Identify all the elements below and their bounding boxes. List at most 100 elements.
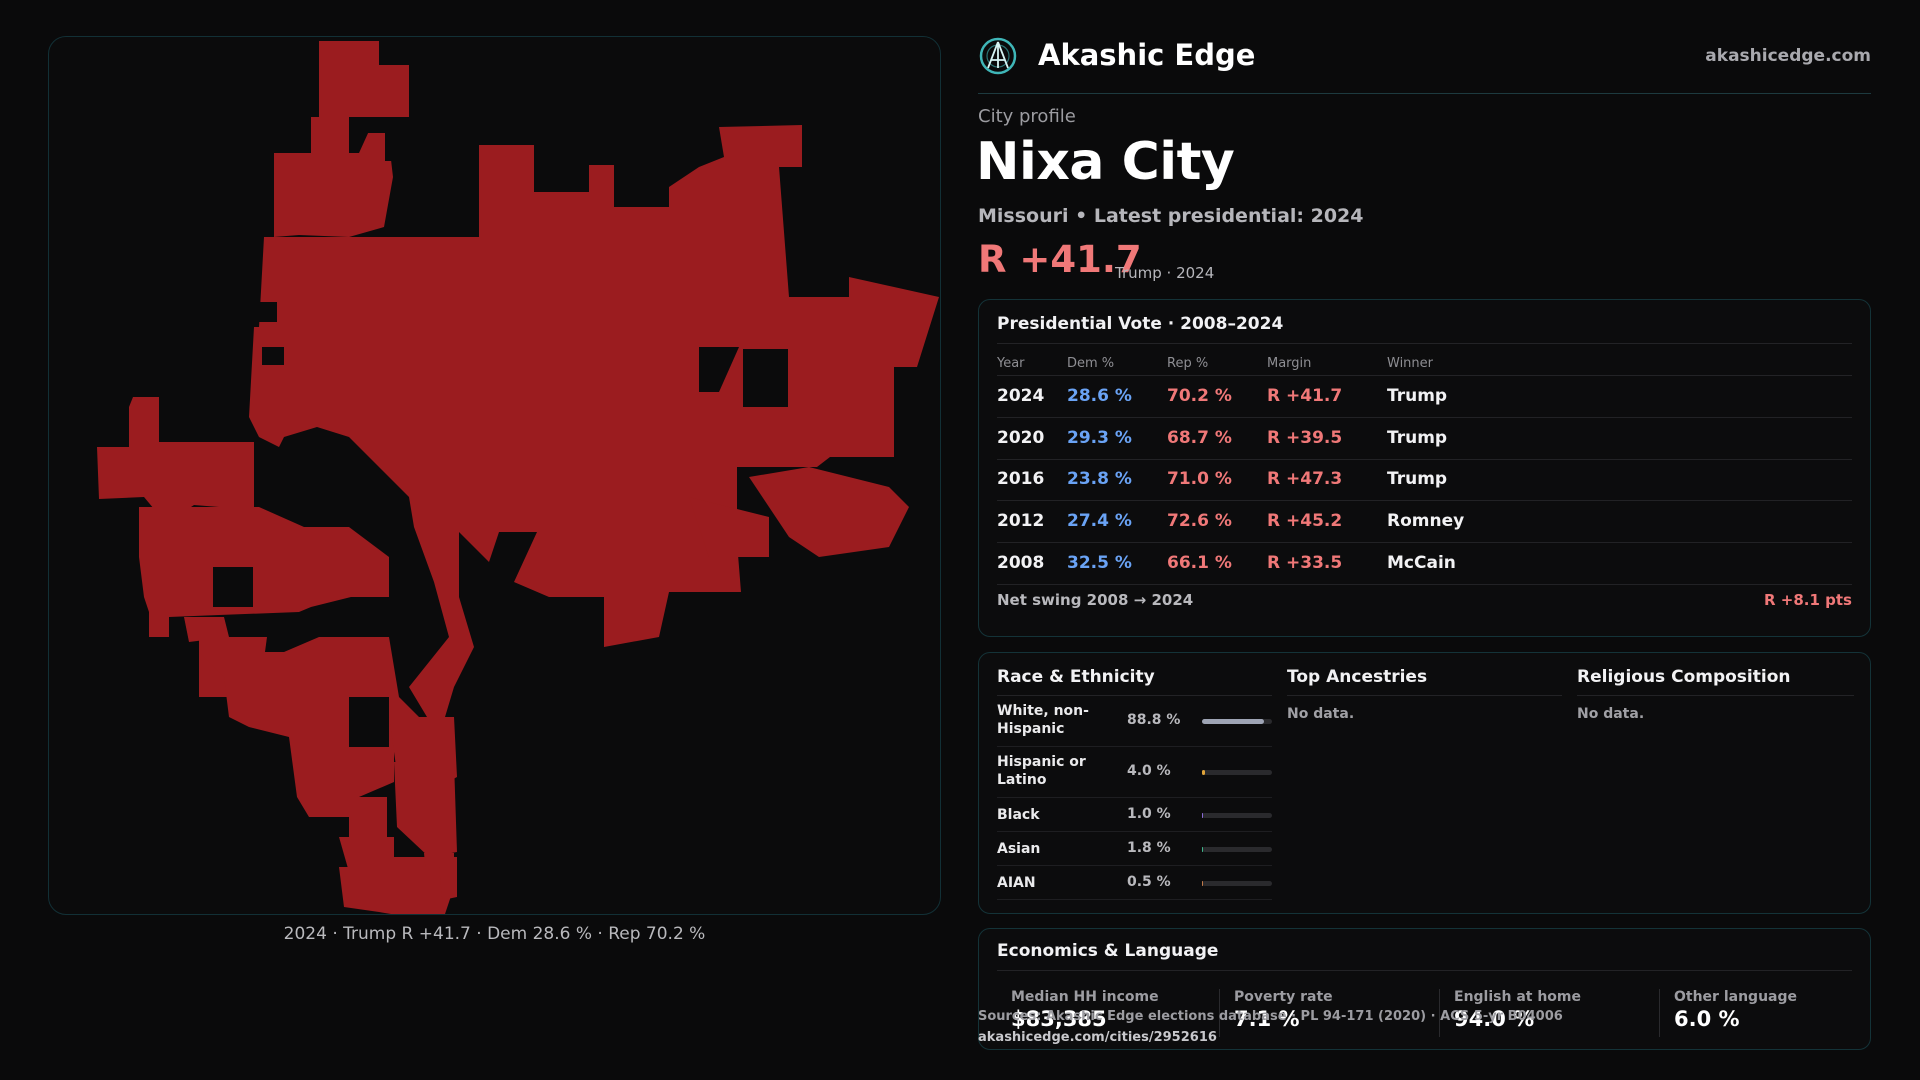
race-value: 88.8 % [1127,712,1181,728]
presidential-vote-card: Presidential Vote · 2008–2024 Year Dem %… [978,299,1871,637]
race-bar-fill [1202,847,1204,852]
religion-title: Religious Composition [1577,667,1854,696]
econ-label: Poverty rate [1234,989,1333,1005]
city-boundary-map [97,41,939,914]
race-row: Hispanic or Latino 4.0 % [997,747,1272,798]
cell-dem: 28.6 % [1067,386,1132,406]
econ-value: 6.0 % [1674,1007,1740,1031]
swing-label: Net swing 2008 → 2024 [997,591,1194,609]
divider [997,970,1852,971]
econ-label: Median HH income [1011,989,1159,1005]
page-title: Nixa City [976,132,1235,192]
cell-margin: R +39.5 [1267,428,1343,448]
cell-dem: 27.4 % [1067,511,1132,531]
table-row: 2016 23.8 % 71.0 % R +47.3 Trump [997,459,1852,501]
latest-margin: R +41.7 [978,238,1142,281]
econ-value: 7.1 % [1234,1007,1300,1031]
race-bar-fill [1202,813,1203,818]
religion-empty: No data. [1577,706,1645,722]
econ-label: Other language [1674,989,1797,1005]
ancestries-title: Top Ancestries [1287,667,1562,696]
race-bar-track [1202,881,1272,886]
source-line: Sources: Akashic Edge elections database… [978,1009,1563,1024]
map-caption: 2024 · Trump R +41.7 · Dem 28.6 % · Rep … [283,924,706,944]
latest-margin-note: Trump · 2024 [1115,264,1215,282]
race-row: Black 1.0 % [997,798,1272,832]
race-value: 0.5 % [1127,874,1171,890]
city-subtitle: Missouri • Latest presidential: 2024 [978,205,1364,227]
race-bar-track [1202,770,1272,775]
cell-rep: 72.6 % [1167,511,1232,531]
race-label: White, non-Hispanic [997,703,1089,737]
map-holes [213,123,788,747]
header-rep: Rep % [1167,356,1209,371]
economics-language-card: Economics & Language Median HH income $8… [978,928,1871,1050]
race-bar-track [1202,813,1272,818]
cell-year: 2008 [997,553,1045,573]
econ-value: 94.0 % [1454,1007,1535,1031]
race-value: 4.0 % [1127,763,1171,779]
header-year: Year [997,356,1025,371]
header-margin: Margin [1267,356,1312,371]
cell-winner: Trump [1387,428,1448,448]
source-url-link[interactable]: akashicedge.com/cities/2952616 [978,1030,1217,1045]
header-dem: Dem % [1067,356,1115,371]
cell-year: 2016 [997,469,1045,489]
cell-rep: 66.1 % [1167,553,1232,573]
brand-header: Akashic Edge akashicedge.com [978,36,1871,94]
city-map[interactable] [48,36,941,915]
cell-winner: Trump [1387,386,1448,406]
source-footer: Sources: Akashic Edge elections database… [978,1006,1563,1048]
cell-rep: 71.0 % [1167,469,1232,489]
ancestries-empty: No data. [1287,706,1355,722]
cell-year: 2020 [997,428,1045,448]
race-bar-fill [1202,770,1205,775]
race-bar-track [1202,719,1272,724]
profile-eyebrow: City profile [978,106,1076,127]
race-row: White, non-Hispanic 88.8 % [997,696,1272,747]
race-row: AIAN 0.5 % [997,866,1272,900]
econ-poverty-rate: Poverty rate 7.1 % [1219,989,1419,1037]
cell-margin: R +33.5 [1267,553,1343,573]
brand-url-link[interactable]: akashicedge.com [1705,46,1871,66]
econ-median-income: Median HH income $83,385 [997,989,1197,1037]
econ-english-home: English at home 94.0 % [1439,989,1639,1037]
race-value: 1.8 % [1127,840,1171,856]
cell-dem: 32.5 % [1067,553,1132,573]
race-label: Asian [997,841,1041,857]
econ-value: $83,385 [1011,1007,1107,1031]
cell-year: 2012 [997,511,1045,531]
city-boundary-shape [97,41,939,914]
table-row: 2024 28.6 % 70.2 % R +41.7 Trump [997,376,1852,418]
race-label: AIAN [997,875,1036,891]
econ-label: English at home [1454,989,1582,1005]
divider [997,343,1852,344]
vote-table-header: Year Dem % Rep % Margin Winner [997,350,1852,376]
economics-title: Economics & Language [997,941,1219,961]
demographics-card: Race & Ethnicity White, non-Hispanic 88.… [978,652,1871,914]
brand-name: Akashic Edge [1038,38,1256,72]
table-row: 2008 32.5 % 66.1 % R +33.5 McCain [997,543,1852,585]
race-row: Asian 1.8 % [997,832,1272,866]
table-row: 2012 27.4 % 72.6 % R +45.2 Romney [997,501,1852,543]
cell-dem: 23.8 % [1067,469,1132,489]
race-title: Race & Ethnicity [997,667,1272,696]
cell-margin: R +47.3 [1267,469,1343,489]
cell-winner: Trump [1387,469,1448,489]
race-label: Hispanic or Latino [997,754,1086,788]
cell-rep: 68.7 % [1167,428,1232,448]
vote-card-title: Presidential Vote · 2008–2024 [997,314,1284,334]
econ-other-language: Other language 6.0 % [1659,989,1859,1037]
race-ethnicity-section: Race & Ethnicity White, non-Hispanic 88.… [997,667,1272,900]
net-swing: Net swing 2008 → 2024 R +8.1 pts [997,591,1852,609]
cell-year: 2024 [997,386,1045,406]
cell-margin: R +45.2 [1267,511,1343,531]
race-value: 1.0 % [1127,806,1171,822]
cell-dem: 29.3 % [1067,428,1132,448]
table-row: 2020 29.3 % 68.7 % R +39.5 Trump [997,418,1852,460]
cell-rep: 70.2 % [1167,386,1232,406]
swing-value: R +8.1 pts [1764,591,1852,609]
race-bar-fill [1202,881,1203,886]
cell-winner: Romney [1387,511,1465,531]
cell-margin: R +41.7 [1267,386,1343,406]
